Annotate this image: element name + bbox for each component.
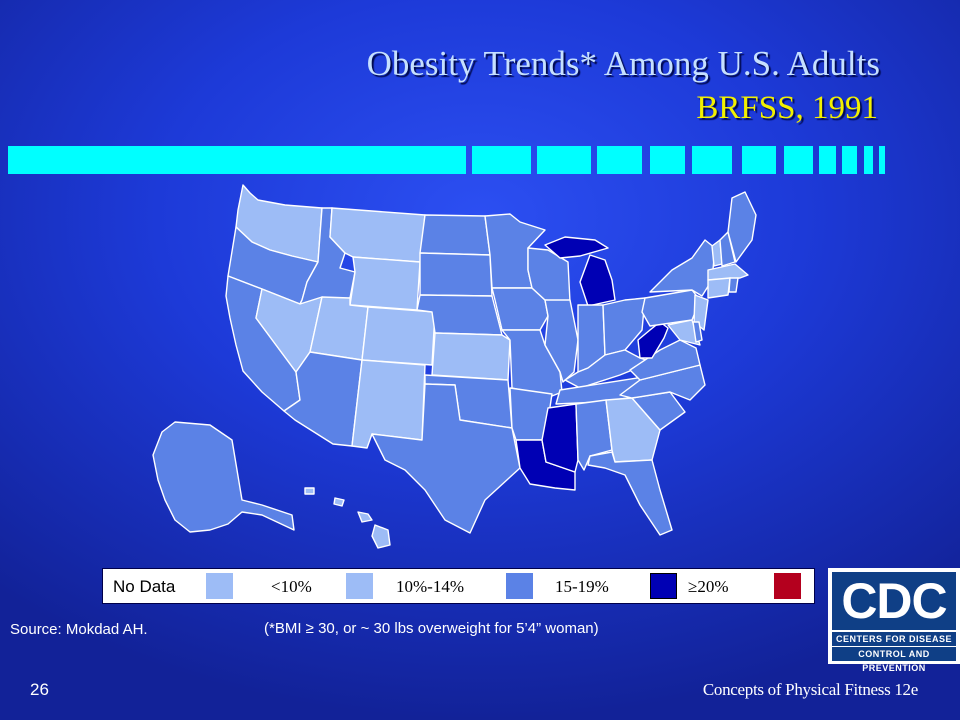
cdc-logo-text: CDC	[832, 572, 956, 630]
stripe-4	[597, 146, 642, 174]
state-wyoming	[349, 256, 421, 311]
legend-swatch-20-plus	[774, 573, 801, 599]
cdc-logo: CDC CENTERS FOR DISEASE CONTROL AND PREV…	[828, 568, 960, 673]
page-number: 26	[30, 680, 49, 699]
state-new-york	[649, 239, 716, 297]
stripe-7	[742, 146, 776, 174]
state-colorado	[361, 306, 436, 366]
state-rhode-island	[728, 277, 739, 293]
slide-subtitle: BRFSS, 1991	[696, 90, 878, 126]
state-maryland	[667, 319, 701, 346]
state-maine	[727, 191, 757, 263]
state-north-dakota	[419, 214, 491, 256]
cdc-logo-line1: CENTERS FOR DISEASE	[832, 632, 956, 646]
legend: No Data <10% 10%-14% 15-19% ≥20%	[102, 568, 815, 604]
state-kentucky	[564, 349, 653, 389]
state-new-jersey	[693, 294, 709, 331]
legend-swatch-10-14	[506, 573, 533, 599]
state-south-dakota	[419, 252, 493, 297]
state-connecticut	[707, 277, 731, 299]
state-mississippi	[541, 403, 579, 473]
stripe-11	[864, 146, 873, 174]
source-text: Source: Mokdad AH.	[10, 621, 148, 638]
stripe-3	[537, 146, 591, 174]
state-michigan-lower	[579, 254, 616, 307]
legend-label-no-data: No Data	[113, 577, 176, 596]
state-alaska	[152, 421, 295, 533]
legend-label-under-10: <10%	[271, 577, 312, 596]
footer-course-title: Concepts of Physical Fitness 12e	[702, 680, 918, 699]
state-hawaii-kauai	[304, 487, 315, 495]
stripe-6	[692, 146, 732, 174]
state-new-mexico	[351, 359, 426, 449]
cdc-logo-line2: CONTROL AND PREVENTION	[832, 647, 956, 673]
stripe-1	[8, 146, 466, 174]
legend-label-10-14: 10%-14%	[396, 577, 464, 596]
state-new-hampshire	[719, 231, 736, 267]
state-michigan-upper	[544, 236, 609, 259]
state-kansas	[431, 332, 511, 381]
state-hawaii-maui	[357, 511, 373, 523]
legend-label-20-plus: ≥20%	[688, 577, 729, 596]
stripe-8	[784, 146, 813, 174]
stripe-12	[879, 146, 885, 174]
legend-swatch-no-data	[206, 573, 233, 599]
legend-label-15-19: 15-19%	[555, 577, 609, 596]
legend-swatch-under-10	[346, 573, 373, 599]
state-hawaii-oahu	[333, 497, 345, 507]
state-hawaii-island	[371, 524, 391, 549]
state-florida	[587, 451, 673, 536]
state-north-carolina	[619, 364, 706, 401]
state-delaware	[692, 321, 703, 343]
legend-swatch-15-19	[650, 573, 677, 599]
state-virginia	[629, 339, 701, 381]
stripe-2	[472, 146, 531, 174]
state-illinois	[544, 299, 579, 383]
state-west-virginia	[637, 321, 669, 359]
state-texas	[371, 383, 521, 534]
slide-title: Obesity Trends* Among U.S. Adults	[366, 44, 880, 83]
stripe-10	[842, 146, 857, 174]
state-massachusetts	[707, 263, 749, 281]
stripe-5	[650, 146, 685, 174]
footnote: (*BMI ≥ 30, or ~ 30 lbs overweight for 5…	[264, 620, 599, 637]
stripe-9	[819, 146, 836, 174]
